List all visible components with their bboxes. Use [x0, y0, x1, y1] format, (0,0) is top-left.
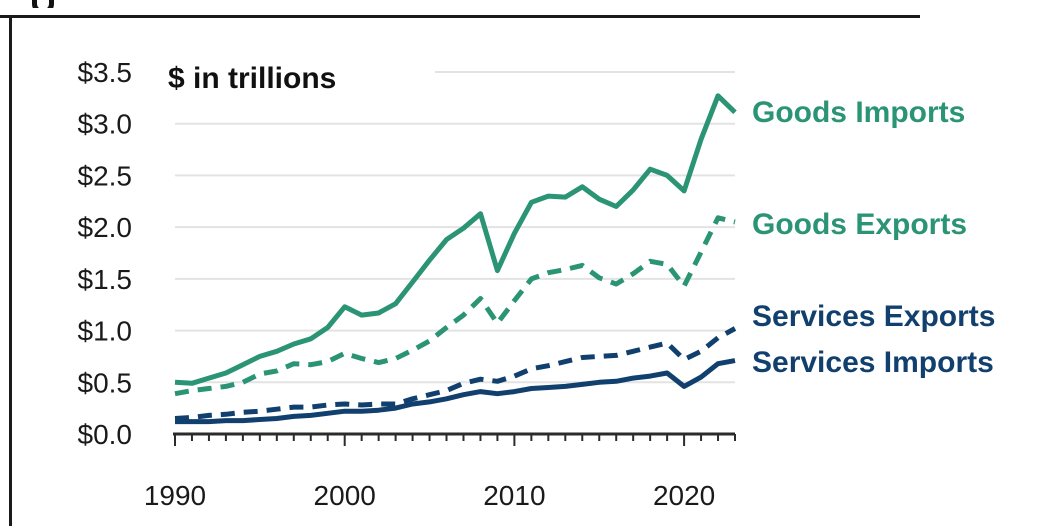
labels: $ in trillions Goods Imports Goods Exports… — [168, 62, 995, 379]
y-tick-label: $3.0 — [78, 109, 133, 140]
y-tick-label: $1.0 — [78, 316, 133, 347]
series-line-goods-exports — [174, 215, 736, 397]
series-label-services-exports: Services Exports — [752, 300, 995, 333]
frame-left-border — [9, 15, 12, 526]
y-tick-label: $3.5 — [78, 57, 133, 88]
y-tick-label: $0.0 — [78, 419, 133, 450]
y-tick-label: $2.0 — [78, 212, 133, 243]
x-tick-label: 2010 — [483, 480, 545, 511]
series-line-goods-imports — [174, 93, 737, 386]
series-line-services-imports — [175, 358, 736, 425]
series-lines — [174, 93, 737, 425]
y-tick-label: $0.5 — [78, 367, 133, 398]
y-tick-label: $2.5 — [78, 160, 133, 191]
x-tick-label: 2000 — [314, 480, 376, 511]
series-label-services-imports: Services Imports — [752, 346, 994, 379]
clipped-title-glyph — [32, 0, 54, 8]
gridlines — [175, 71, 735, 384]
axes: $0.0 $0.5 $1.0 $1.5 $2.0 $2.5 $3.0 $3.5 1990 2000… — [78, 57, 736, 511]
x-tick-label: 1990 — [144, 480, 206, 511]
y-tick-label: $1.5 — [78, 264, 133, 295]
series-label-goods-exports: Goods Exports — [752, 208, 967, 241]
unit-label: $ in trillions — [168, 62, 336, 95]
series-label-goods-imports: Goods Imports — [752, 96, 965, 129]
frame-top-border — [0, 15, 920, 18]
series-line-services-exports — [174, 326, 737, 421]
x-tick-label: 2020 — [653, 480, 715, 511]
